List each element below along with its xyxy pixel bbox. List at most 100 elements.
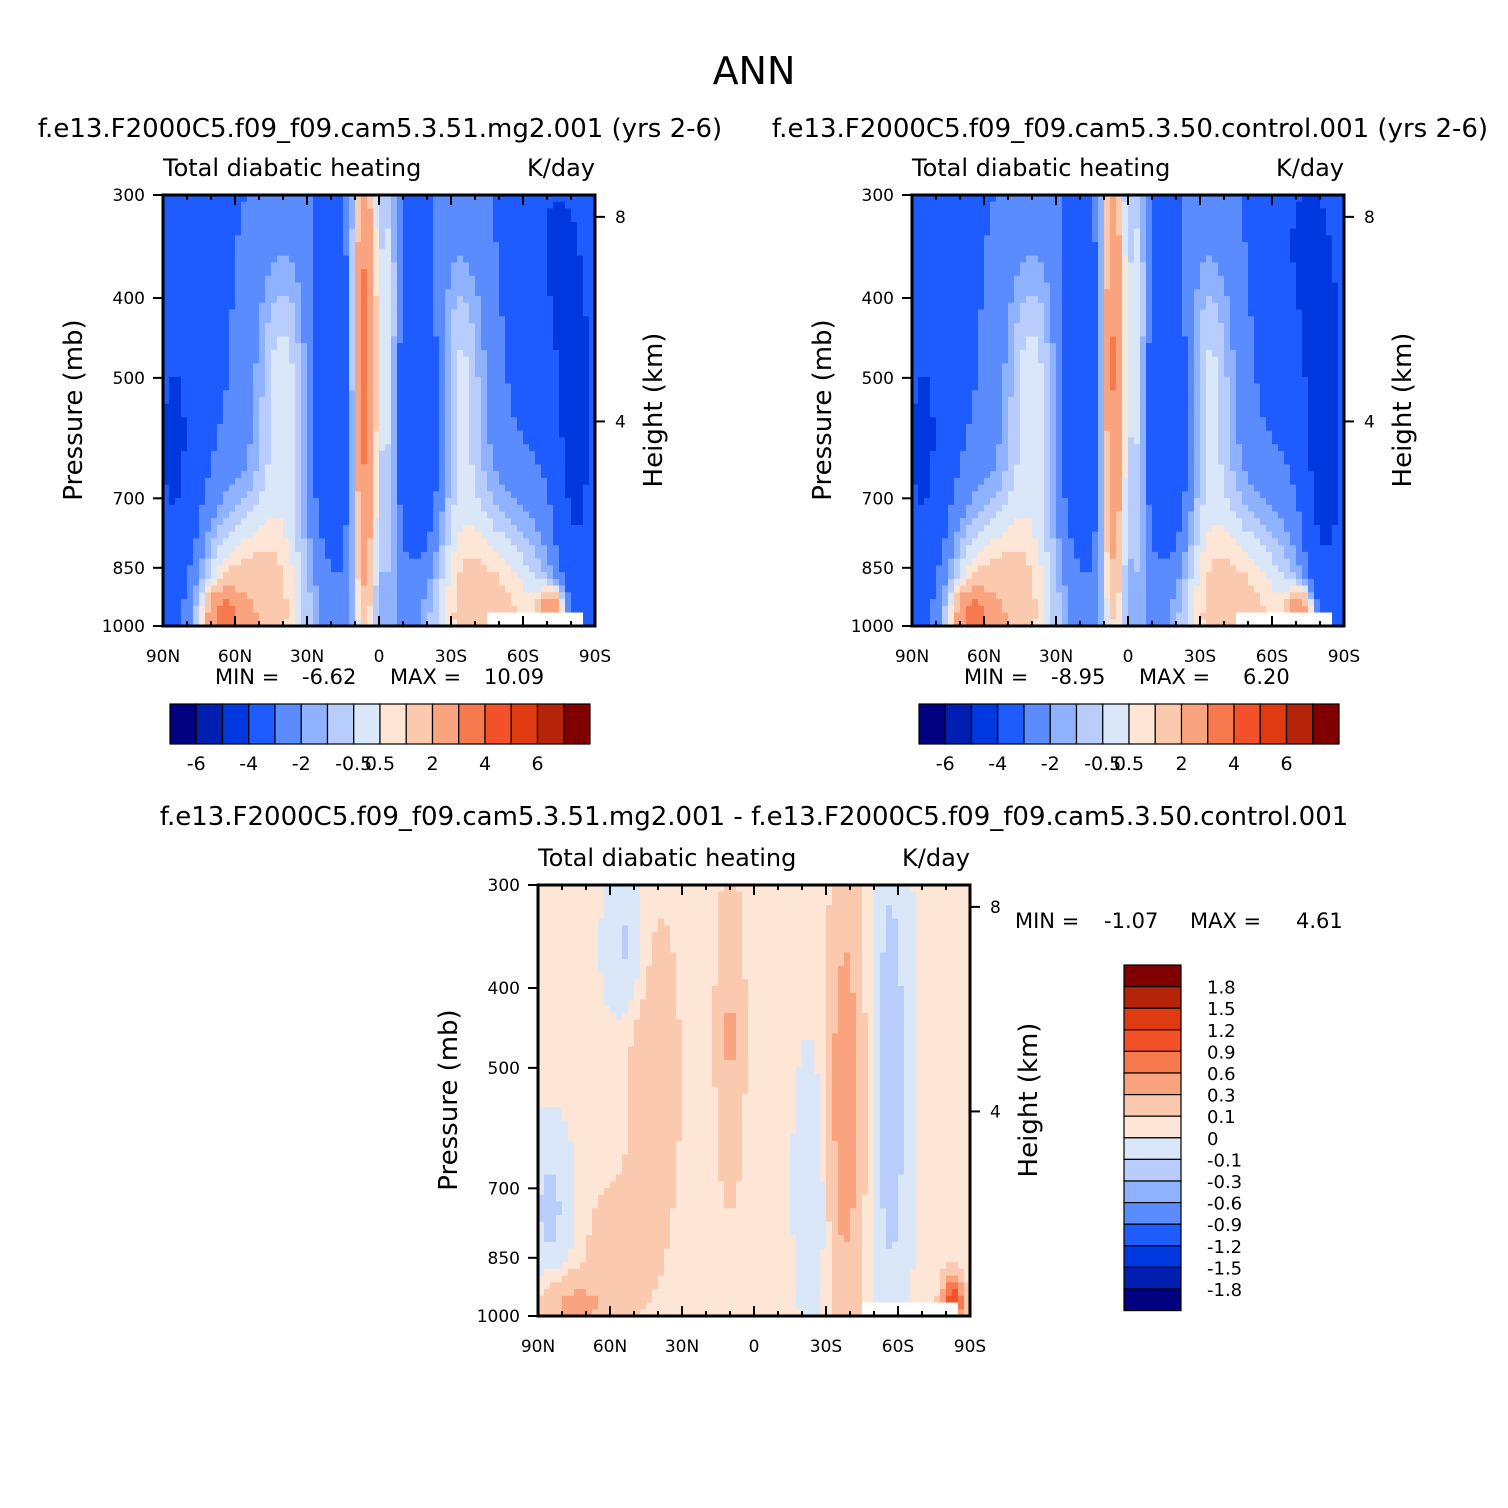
field-cell: [421, 498, 428, 506]
field-cell: [397, 255, 404, 263]
field-cell: [541, 336, 548, 344]
field-cell: [439, 524, 446, 533]
field-cell: [355, 565, 362, 573]
field-cell: [313, 309, 320, 317]
field-cell: [307, 316, 314, 324]
field-cell: [289, 444, 296, 452]
field-cell: [918, 585, 925, 593]
field-cell: [565, 370, 572, 378]
field-cell: [361, 417, 368, 425]
field-cell: [385, 356, 392, 364]
field-cell: [307, 498, 314, 506]
field-cell: [229, 363, 236, 371]
field-cell: [511, 545, 518, 553]
field-cell: [241, 599, 248, 607]
field-cell: [361, 289, 368, 297]
field-cell: [247, 504, 254, 513]
field-cell: [427, 289, 434, 297]
field-cell: [307, 309, 314, 317]
field-cell: [175, 376, 182, 385]
field-cell: [331, 578, 338, 587]
field-cell: [529, 316, 536, 324]
field-cell: [571, 585, 578, 593]
field-cell: [271, 423, 278, 432]
field-cell: [235, 491, 242, 499]
field-cell: [277, 403, 284, 412]
field-cell: [559, 390, 566, 398]
field-cell: [247, 316, 254, 324]
field-cell: [457, 390, 464, 398]
field-cell: [163, 518, 170, 526]
field-cell: [247, 228, 254, 236]
field-cell: [253, 538, 260, 546]
field-cell: [409, 208, 416, 216]
field-cell: [163, 343, 170, 351]
field-cell: [451, 296, 458, 304]
field-cell: [175, 578, 182, 587]
field-cell: [541, 282, 548, 290]
field-cell: [541, 484, 548, 492]
field-cell: [571, 457, 578, 465]
field-cell: [439, 423, 446, 432]
field-cell: [589, 208, 596, 216]
field-cell: [565, 403, 572, 412]
field-cell: [463, 262, 470, 270]
field-cell: [517, 336, 524, 344]
field-cell: [385, 221, 392, 230]
field-cell: [553, 531, 560, 540]
field-cell: [343, 545, 350, 553]
field-cell: [571, 248, 578, 257]
field-cell: [924, 370, 931, 378]
field-cell: [331, 221, 338, 230]
field-cell: [403, 296, 410, 304]
field-cell: [385, 423, 392, 432]
field-cell: [403, 403, 410, 412]
field-cell: [241, 538, 248, 546]
field-cell: [385, 363, 392, 371]
field-cell: [930, 296, 937, 304]
field-cell: [265, 390, 272, 398]
field-cell: [199, 437, 206, 445]
field-cell: [397, 248, 404, 257]
field-cell: [583, 302, 590, 311]
field-cell: [385, 585, 392, 593]
field-cell: [247, 235, 254, 243]
field-cell: [457, 403, 464, 412]
field-cell: [367, 208, 374, 216]
field-cell: [565, 343, 572, 351]
field-cell: [373, 397, 380, 405]
field-cell: [936, 242, 943, 250]
field-cell: [295, 195, 302, 203]
field-cell: [205, 248, 212, 257]
field-cell: [433, 349, 440, 358]
field-cell: [589, 471, 596, 479]
field-cell: [295, 504, 302, 513]
field-cell: [199, 363, 206, 371]
field-cell: [367, 484, 374, 492]
field-cell: [277, 195, 284, 203]
field-cell: [511, 417, 518, 425]
field-cell: [193, 235, 200, 243]
field-cell: [433, 322, 440, 331]
field-cell: [247, 430, 254, 439]
field-cell: [265, 195, 272, 203]
field-cell: [457, 397, 464, 405]
field-cell: [217, 289, 224, 297]
field-cell: [229, 511, 236, 519]
field-cell: [547, 195, 554, 203]
field-cell: [319, 410, 326, 418]
field-cell: [505, 484, 512, 492]
field-cell: [229, 275, 236, 284]
field-cell: [517, 599, 524, 607]
field-cell: [469, 302, 476, 311]
field-cell: [235, 464, 242, 472]
field-cell: [373, 221, 380, 230]
field-cell: [205, 275, 212, 284]
field-cell: [397, 498, 404, 506]
field-cell: [253, 477, 260, 486]
field-cell: [421, 578, 428, 587]
field-cell: [487, 215, 494, 223]
field-cell: [229, 558, 236, 566]
field-cell: [313, 551, 320, 560]
field-cell: [193, 309, 200, 317]
